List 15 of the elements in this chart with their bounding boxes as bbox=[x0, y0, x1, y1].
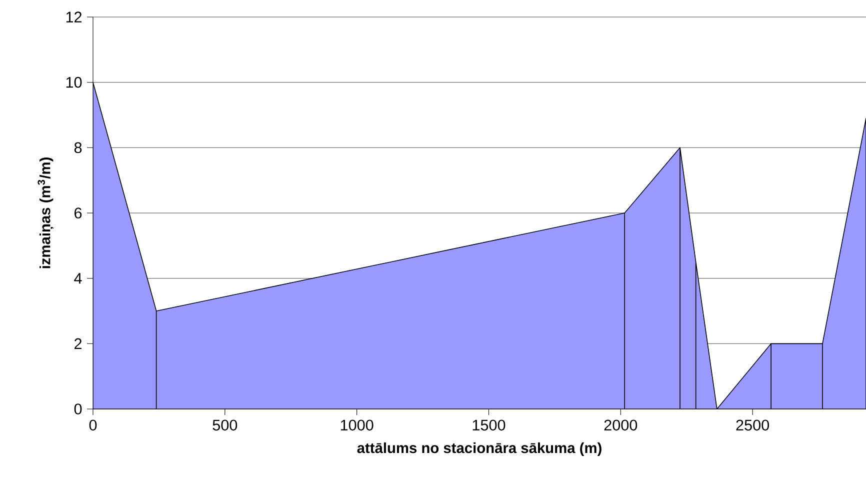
y-tick-label: 10 bbox=[66, 76, 82, 88]
x-tick-label: 500 bbox=[212, 420, 238, 431]
y-axis-title: izmaiņas (m$^{3}$/m) bbox=[38, 158, 54, 268]
x-tick-label: 1000 bbox=[340, 420, 374, 431]
y-tick-label: 2 bbox=[74, 338, 82, 350]
y-tick-label: 6 bbox=[74, 208, 82, 218]
y-tick-label: 8 bbox=[74, 142, 82, 154]
x-tick-label: 2000 bbox=[604, 420, 638, 431]
y-tick-label: 12 bbox=[66, 12, 82, 22]
x-tick-label: 2500 bbox=[736, 420, 770, 431]
x-tick-label: 0 bbox=[89, 420, 97, 431]
y-tick-label: 4 bbox=[74, 273, 82, 284]
x-axis-title: attālums no stacionāra sākuma (m) bbox=[357, 442, 602, 456]
x-tick-label: 1500 bbox=[472, 420, 506, 431]
y-tick-label: 0 bbox=[74, 404, 82, 414]
